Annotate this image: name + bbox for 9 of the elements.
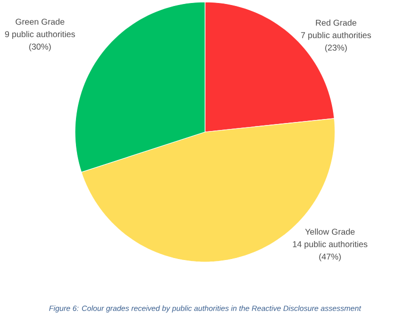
data-label: 9 public authorities bbox=[5, 30, 75, 39]
slice-label: Red Grade bbox=[316, 20, 356, 26]
text: (47%) bbox=[319, 253, 341, 262]
text: (30%) bbox=[29, 43, 51, 52]
data-label: 14 public authorities bbox=[292, 240, 368, 249]
slice-label: Green Grade bbox=[16, 18, 64, 25]
slice-label: Yellow Grade bbox=[305, 228, 355, 235]
text: (23%) bbox=[325, 44, 347, 52]
data-label: 7 public authorities bbox=[301, 32, 371, 40]
